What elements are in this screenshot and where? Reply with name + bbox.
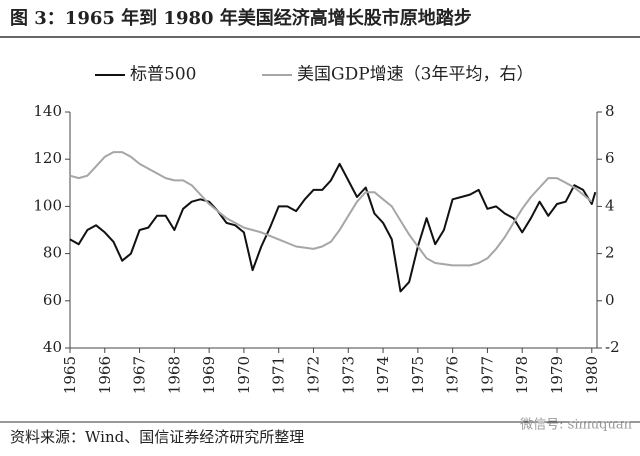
x-tick-label: 1966 [96, 356, 114, 394]
x-tick-label: 1976 [444, 356, 462, 394]
y-tick-label: 100 [33, 196, 62, 214]
x-tick-label: 1980 [583, 356, 601, 394]
y2-tick-label: 0 [605, 291, 615, 309]
y-tick-label: 40 [43, 338, 62, 356]
x-tick-label: 1965 [61, 356, 79, 394]
x-tick-label: 1974 [374, 356, 392, 394]
y-tick-label: 80 [43, 244, 62, 262]
y2-tick-label: 4 [605, 196, 615, 214]
y-tick-label: 140 [33, 102, 62, 120]
x-tick-label: 1977 [478, 356, 496, 394]
x-tick-label: 1973 [339, 356, 357, 394]
x-tick-label: 1967 [131, 356, 149, 394]
legend-label: 标普500 [130, 65, 196, 85]
series-line [69, 162, 597, 293]
y2-tick-label: 6 [605, 149, 615, 167]
x-tick-label: 1979 [548, 356, 566, 394]
y-tick-label: 60 [43, 291, 62, 309]
source: 资料来源：Wind、国信证券经济研究所整理 [10, 428, 304, 446]
x-tick-label: 1971 [270, 356, 288, 394]
y2-tick-label: -2 [605, 338, 620, 356]
x-tick-label: 1970 [235, 356, 253, 394]
y-tick-label: 120 [33, 149, 62, 167]
x-tick-label: 1978 [513, 356, 531, 394]
x-tick-label: 1969 [200, 356, 218, 394]
y2-tick-label: 2 [605, 244, 615, 262]
watermark: 微信号: simuquan [520, 418, 632, 433]
x-tick-label: 1975 [409, 356, 427, 394]
chart-title: 图 3：1965 年到 1980 年美国经济高增长股市原地踏步 [10, 7, 472, 29]
y2-tick-label: 8 [605, 102, 615, 120]
legend-label: 美国GDP增速（3年平均，右） [297, 65, 533, 85]
series-line [69, 151, 593, 267]
x-tick-label: 1968 [165, 356, 183, 394]
x-tick-label: 1972 [304, 356, 322, 394]
